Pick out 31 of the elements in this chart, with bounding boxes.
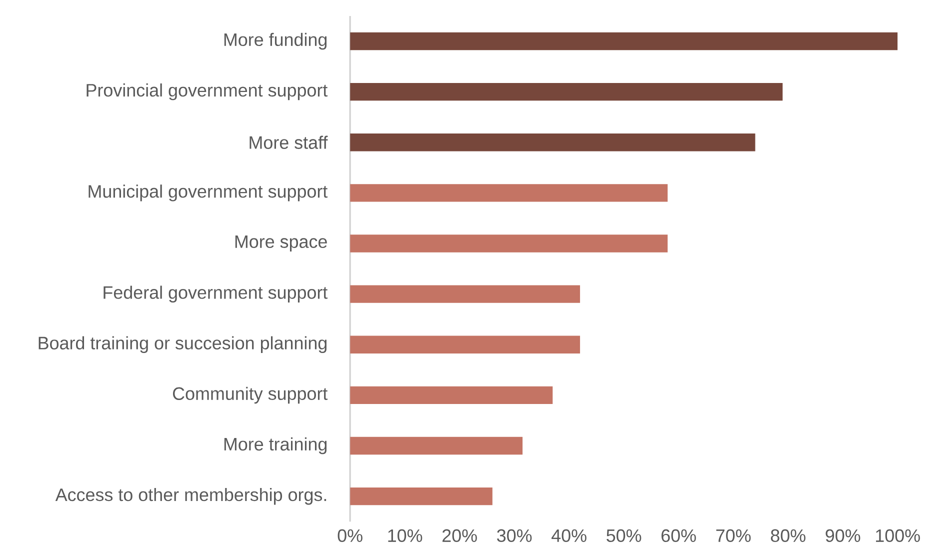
y-tick-label: More funding xyxy=(224,33,327,50)
bar xyxy=(350,234,668,253)
bar xyxy=(350,32,898,50)
y-tick-label: Municipal government support xyxy=(88,184,328,202)
y-tick-label: More training xyxy=(224,438,327,454)
x-tick-label: 60% xyxy=(662,530,696,542)
x-tick-label: 80% xyxy=(770,530,806,542)
bar xyxy=(350,336,580,354)
x-tick-label: 10% xyxy=(388,530,422,542)
x-tick-label: 70% xyxy=(716,530,751,542)
y-tick-label: Community support xyxy=(173,387,328,404)
y-tick-label: Access to other membership orgs. xyxy=(55,488,326,505)
bar xyxy=(350,285,580,304)
bar xyxy=(350,488,492,506)
bar xyxy=(350,386,553,404)
bar xyxy=(350,134,756,152)
bar xyxy=(350,184,668,202)
y-tick-label: Federal government support xyxy=(104,286,328,303)
x-tick-label: 50% xyxy=(606,530,642,542)
bar xyxy=(350,83,783,101)
y-tick-label: More space xyxy=(235,236,327,252)
bar xyxy=(350,437,523,455)
x-tick-label: 30% xyxy=(497,530,532,542)
x-tick-label: 0% xyxy=(338,530,362,542)
x-tick-label: 40% xyxy=(552,530,586,542)
x-tick-label: 90% xyxy=(826,530,860,542)
y-tick-label: More staff xyxy=(250,136,328,150)
x-tick-label: 20% xyxy=(442,530,477,542)
x-tick-label: 100% xyxy=(876,530,920,542)
y-tick-label: Board training or succesion planning xyxy=(38,336,326,354)
y-tick-label: Provincial government support xyxy=(86,84,328,100)
